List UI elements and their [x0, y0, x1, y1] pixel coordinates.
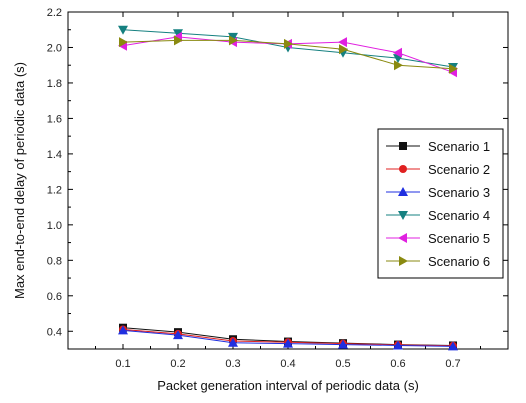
legend-item: Scenario 1 [386, 139, 490, 154]
data-point [229, 35, 238, 46]
data-point [173, 330, 183, 340]
legend-item: Scenario 6 [386, 254, 490, 269]
x-tick-label: 0.1 [115, 358, 130, 370]
data-point [448, 341, 458, 351]
legend-label: Scenario 2 [428, 162, 490, 177]
x-tick-label: 0.2 [170, 358, 185, 370]
data-point [118, 325, 128, 335]
data-point [173, 29, 183, 39]
x-tick-label: 0.6 [390, 358, 405, 370]
y-tick-label: 1.0 [47, 220, 62, 232]
legend-item: Scenario 2 [386, 162, 490, 177]
y-tick-label: 0.4 [47, 326, 62, 338]
x-tick-label: 0.3 [225, 358, 240, 370]
y-axis-title: Max end-to-end delay of periodic data (s… [12, 62, 27, 299]
legend-marker [398, 211, 408, 220]
data-point [338, 37, 347, 48]
data-point [338, 339, 348, 349]
legend-marker [398, 187, 408, 196]
data-point [339, 44, 348, 55]
series-3 [118, 325, 458, 351]
x-tick-label: 0.5 [335, 358, 350, 370]
y-tick-label: 1.2 [47, 184, 62, 196]
y-tick-label: 1.8 [47, 78, 62, 90]
y-tick-label: 0.8 [47, 255, 62, 267]
legend-item: Scenario 4 [386, 208, 490, 223]
series-5 [118, 31, 457, 78]
legend-marker [399, 256, 408, 266]
legend-label: Scenario 4 [428, 208, 490, 223]
y-tick-label: 0.6 [47, 291, 62, 303]
y-tick-label: 2.2 [47, 7, 62, 19]
legend-label: Scenario 6 [428, 254, 490, 269]
legend-item: Scenario 3 [386, 185, 490, 200]
legend-item: Scenario 5 [386, 231, 490, 246]
x-tick-label: 0.7 [445, 358, 460, 370]
data-point [449, 63, 458, 74]
data-point [284, 38, 293, 49]
x-axis-title: Packet generation interval of periodic d… [157, 378, 419, 393]
data-point [118, 25, 128, 35]
data-point [283, 338, 293, 348]
legend-label: Scenario 3 [428, 185, 490, 200]
legend-box [377, 128, 504, 279]
series-6 [119, 35, 458, 74]
y-tick-label: 1.6 [47, 113, 62, 125]
x-tick-label: 0.4 [280, 358, 295, 370]
series-4 [118, 25, 458, 72]
data-point [228, 32, 238, 42]
legend-marker [398, 233, 407, 243]
legend-label: Scenario 5 [428, 231, 490, 246]
y-tick-label: 2.0 [47, 42, 62, 54]
series-layer [118, 25, 458, 351]
data-point [393, 340, 403, 350]
axis-ticks: 0.1 0.2 0.3 0.4 0.5 0.6 0.7 0.4 0.6 0.8 1.0 1.2 1.4 1… [47, 7, 508, 370]
legend-label: Scenario 1 [428, 139, 490, 154]
legend: Scenario 1 Scenario 2 Scenario 3 Scenario 4… [377, 128, 504, 279]
data-point [394, 60, 403, 71]
legend-marker [399, 165, 407, 173]
data-point [228, 337, 238, 347]
y-tick-label: 1.4 [47, 149, 62, 161]
data-point [174, 35, 183, 46]
data-point [393, 47, 402, 58]
legend-marker [399, 142, 407, 150]
data-point [119, 37, 128, 48]
